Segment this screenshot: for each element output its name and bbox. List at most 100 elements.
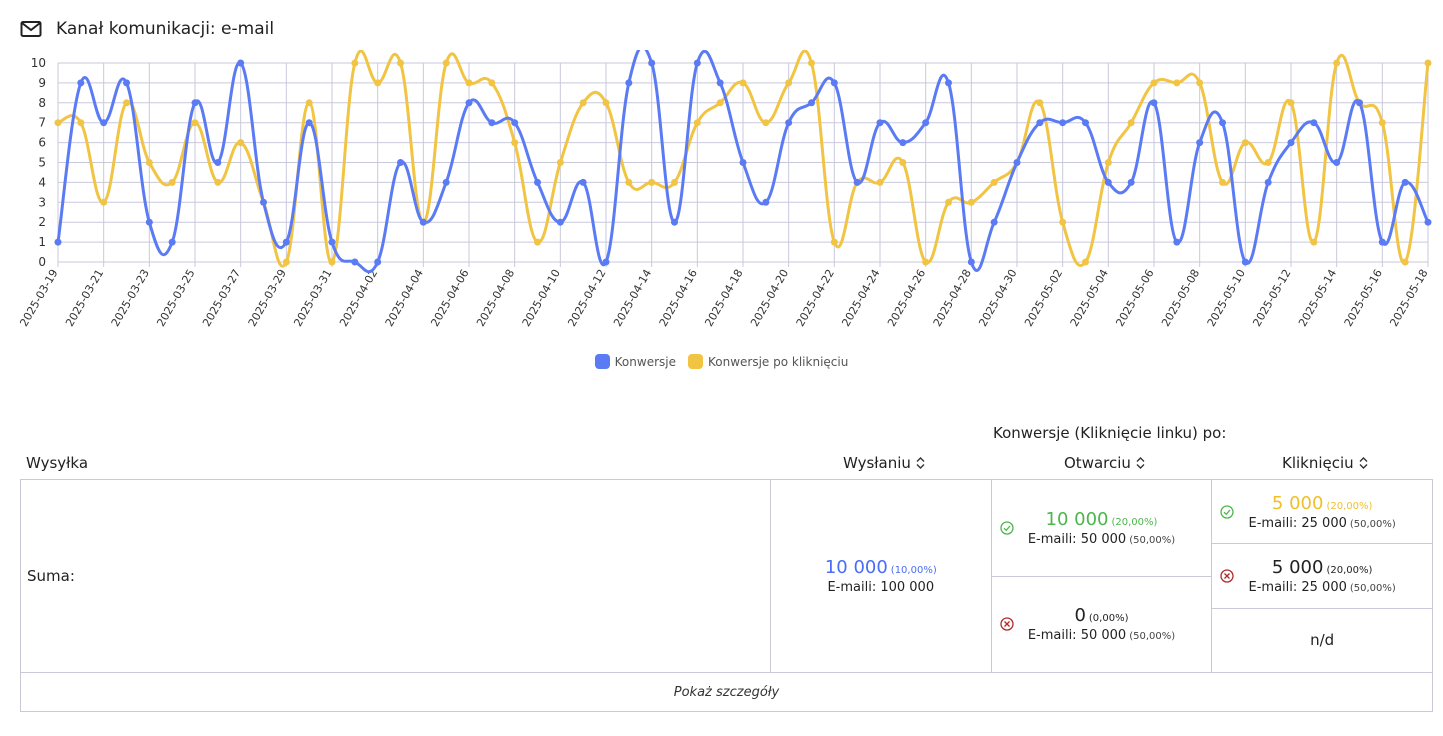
data-point-click-conversions — [1196, 79, 1204, 87]
data-point-conversions — [1333, 159, 1341, 166]
table-row: Suma: 10 000 (10,00%) E-maili: 100 000 10… — [21, 480, 1432, 673]
data-point-conversions — [716, 79, 724, 87]
x-tick-label: 2025-05-02 — [1022, 267, 1065, 329]
x-tick-label: 2025-05-08 — [1159, 267, 1202, 329]
check-circle-icon — [999, 521, 1014, 535]
y-tick-label: 4 — [38, 175, 46, 189]
legend-item-click-conversions[interactable]: Konwersje po kliknięciu — [687, 354, 848, 369]
opened-yes-pct: (20,00%) — [1111, 516, 1158, 528]
opened-cell: 10 000 (20,00%) E-maili: 50 000 (50,00%) 0… — [991, 480, 1213, 672]
clicked-cell: 5 000 (20,00%) E-maili: 25 000 (50,00%) 5 … — [1212, 480, 1432, 672]
data-point-click-conversions — [168, 178, 176, 186]
clicked-no-emails-pct: (50,00%) — [1349, 582, 1396, 594]
x-tick-label: 2025-04-06 — [428, 267, 471, 329]
sort-icon[interactable] — [1136, 457, 1145, 469]
data-point-conversions — [967, 258, 975, 266]
data-point-conversions — [77, 79, 85, 87]
column-header-sent[interactable]: Wysłaniu — [843, 454, 925, 472]
data-point-conversions — [648, 59, 656, 67]
data-point-click-conversions — [191, 119, 199, 127]
show-details-row[interactable]: Pokaż szczegóły — [21, 673, 1432, 711]
legend-swatch-conversions — [594, 354, 610, 369]
data-point-click-conversions — [967, 198, 975, 206]
clicked-no-cell: 5 000 (20,00%) E-maili: 25 000 (50,00%) — [1212, 543, 1432, 607]
data-point-click-conversions — [1310, 238, 1318, 246]
clicked-nd-value: n/d — [1310, 631, 1335, 650]
x-tick-label: 2025-05-18 — [1387, 267, 1430, 329]
data-point-click-conversions — [1333, 59, 1341, 67]
table-body: Suma: 10 000 (10,00%) E-maili: 100 000 10… — [20, 479, 1433, 712]
data-point-conversions — [1287, 139, 1295, 147]
x-tick-label: 2025-04-28 — [931, 267, 974, 329]
data-point-conversions — [556, 218, 564, 226]
y-tick-label: 2 — [38, 215, 46, 229]
data-point-conversions — [145, 218, 153, 226]
x-tick-label: 2025-05-10 — [1205, 267, 1248, 329]
x-tick-label: 2025-03-31 — [291, 267, 334, 329]
data-point-click-conversions — [100, 198, 108, 206]
data-point-conversions — [1104, 178, 1112, 186]
legend-swatch-click-conversions — [687, 354, 703, 369]
sort-icon[interactable] — [1359, 457, 1368, 469]
x-tick-label: 2025-03-25 — [154, 267, 197, 329]
data-point-click-conversions — [1150, 79, 1158, 87]
y-tick-label: 10 — [31, 56, 46, 70]
data-point-conversions — [1241, 258, 1249, 266]
x-tick-label: 2025-04-16 — [657, 267, 700, 329]
data-point-click-conversions — [237, 139, 245, 147]
data-point-conversions — [853, 178, 861, 186]
data-point-click-conversions — [145, 159, 153, 166]
opened-yes-cell: 10 000 (20,00%) E-maili: 50 000 (50,00%) — [992, 480, 1212, 576]
legend-label-conversions: Konwersje — [614, 354, 676, 369]
data-point-conversions — [511, 119, 519, 127]
clicked-no-value: 5 000 — [1271, 556, 1324, 578]
data-point-conversions — [305, 119, 313, 127]
data-point-conversions — [100, 119, 108, 127]
data-point-conversions — [328, 238, 336, 246]
data-point-conversions — [671, 218, 678, 226]
data-point-click-conversions — [1264, 159, 1272, 166]
clicked-yes-value: 5 000 — [1271, 492, 1324, 514]
y-tick-label: 3 — [38, 195, 46, 209]
data-point-conversions — [260, 198, 267, 206]
show-details-link[interactable]: Pokaż szczegóły — [673, 684, 780, 700]
data-point-click-conversions — [579, 99, 587, 107]
x-tick-label: 2025-03-29 — [246, 267, 289, 329]
data-point-conversions — [808, 99, 815, 107]
data-point-click-conversions — [625, 178, 633, 186]
clicked-yes-emails: E-maili: 25 000 — [1248, 515, 1347, 531]
data-point-conversions — [579, 178, 587, 186]
page-title: Kanał komunikacji: e-mail — [56, 19, 275, 39]
y-tick-label: 5 — [38, 156, 46, 170]
data-point-click-conversions — [1127, 119, 1135, 127]
data-point-click-conversions — [1287, 99, 1295, 107]
x-tick-label: 2025-05-16 — [1342, 267, 1385, 329]
x-tick-label: 2025-03-21 — [63, 267, 106, 329]
x-tick-label: 2025-04-08 — [474, 267, 517, 329]
data-point-conversions — [1082, 119, 1089, 127]
chart-header: Kanał komunikacji: e-mail — [20, 16, 274, 42]
data-point-click-conversions — [1424, 59, 1432, 67]
data-point-conversions — [442, 178, 450, 186]
legend-item-conversions[interactable]: Konwersje — [594, 354, 676, 369]
data-point-click-conversions — [693, 119, 701, 127]
data-point-conversions — [54, 238, 62, 246]
x-tick-label: 2025-04-14 — [611, 267, 654, 329]
data-point-click-conversions — [534, 238, 541, 246]
column-header-opened[interactable]: Otwarciu — [1064, 454, 1145, 472]
clicked-yes-pct: (20,00%) — [1326, 500, 1373, 512]
data-point-click-conversions — [1378, 119, 1386, 127]
sort-icon[interactable] — [916, 457, 925, 469]
data-point-conversions — [168, 238, 176, 246]
data-point-conversions — [1127, 178, 1135, 186]
column-header-clicked[interactable]: Kliknięciu — [1282, 454, 1368, 472]
data-point-click-conversions — [1401, 258, 1409, 266]
data-point-conversions — [922, 119, 930, 127]
data-point-conversions — [488, 119, 496, 127]
sent-cell: 10 000 (10,00%) E-maili: 100 000 — [771, 480, 992, 672]
x-circle-icon — [1220, 569, 1234, 583]
clicked-yes-cell: 5 000 (20,00%) E-maili: 25 000 (50,00%) — [1212, 480, 1432, 543]
data-point-click-conversions — [1059, 218, 1067, 226]
y-tick-label: 0 — [38, 255, 46, 269]
opened-no-emails-pct: (50,00%) — [1129, 631, 1176, 643]
